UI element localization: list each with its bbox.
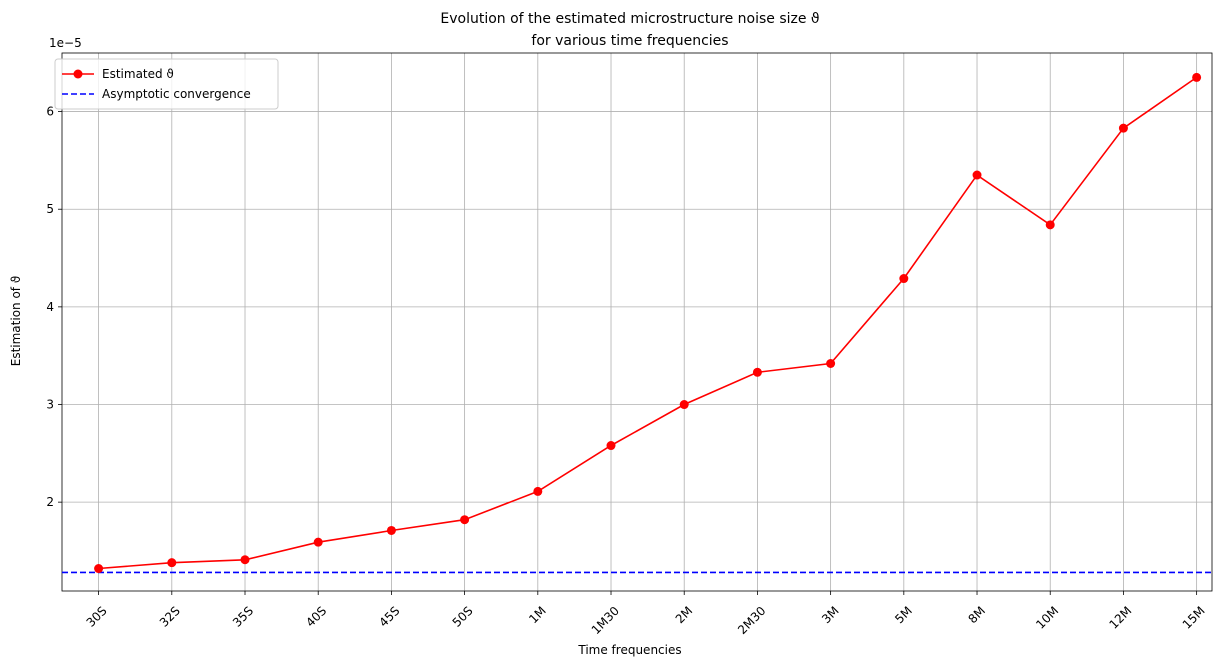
legend-label-asymptotic: Asymptotic convergence [102,87,251,101]
legend-label-estimated: Estimated ϑ [102,67,174,81]
estimated-point [972,170,982,180]
legend-marker-estimated [73,69,83,79]
x-tick-label: 40S [303,604,329,630]
x-tick-label: 1M [526,604,549,627]
x-tick-label: 15M [1180,604,1208,632]
estimated-point [386,525,396,535]
legend-box [54,58,279,110]
estimated-point [606,441,616,451]
estimated-point [94,564,104,574]
x-tick-label: 45S [376,604,402,630]
estimated-point [167,558,177,568]
estimated-point [752,367,762,377]
estimated-point [899,274,909,284]
chart-title: Evolution of the estimated microstructur… [440,11,819,27]
x-tick-label: 50S [450,604,476,630]
estimated-point [1118,123,1128,133]
x-tick-label: 2M30 [735,604,768,637]
axes [61,52,1213,592]
estimated-line [98,76,1198,570]
y-tick-label: 5 [46,202,54,216]
y-tick-label: 6 [46,105,54,119]
x-tick-label: 3M [819,604,842,627]
estimated-point [826,358,836,368]
estimated-point [1045,220,1055,230]
estimated-point [533,486,543,496]
x-tick-label: 10M [1033,604,1061,632]
x-tick-label: 35S [230,604,256,630]
series [62,72,1212,574]
estimated-point [460,515,470,525]
x-axis-label: Time frequencies [577,643,681,657]
chart-subtitle: for various time frequencies [531,33,728,49]
estimated-point [1192,72,1202,82]
estimated-point [313,537,323,547]
y-tick-label: 3 [46,398,54,412]
legend: Estimated ϑ Asymptotic convergence [54,58,279,110]
x-tick-label: 32S [157,604,183,630]
estimated-point [240,555,250,565]
x-tick-label: 12M [1106,604,1134,632]
x-tick-label: 30S [84,604,110,630]
estimated-point [679,400,689,410]
x-tick-label: 1M30 [589,604,622,637]
ticks: 30S 32S 35S 40S 45S 50S 1M 1M30 2M 2M30 3M 5M 8M 10M 1… [46,105,1207,638]
x-tick-label: 8M [965,604,988,627]
grid [62,53,1212,591]
x-tick-label: 5M [892,604,915,627]
plot-frame [61,52,1213,592]
x-tick-label: 2M [673,604,696,627]
y-tick-label: 2 [46,495,54,509]
y-offset-label: 1e−5 [49,36,82,50]
y-tick-label: 4 [46,300,54,314]
y-axis-label: Estimation of ϑ [9,276,23,367]
